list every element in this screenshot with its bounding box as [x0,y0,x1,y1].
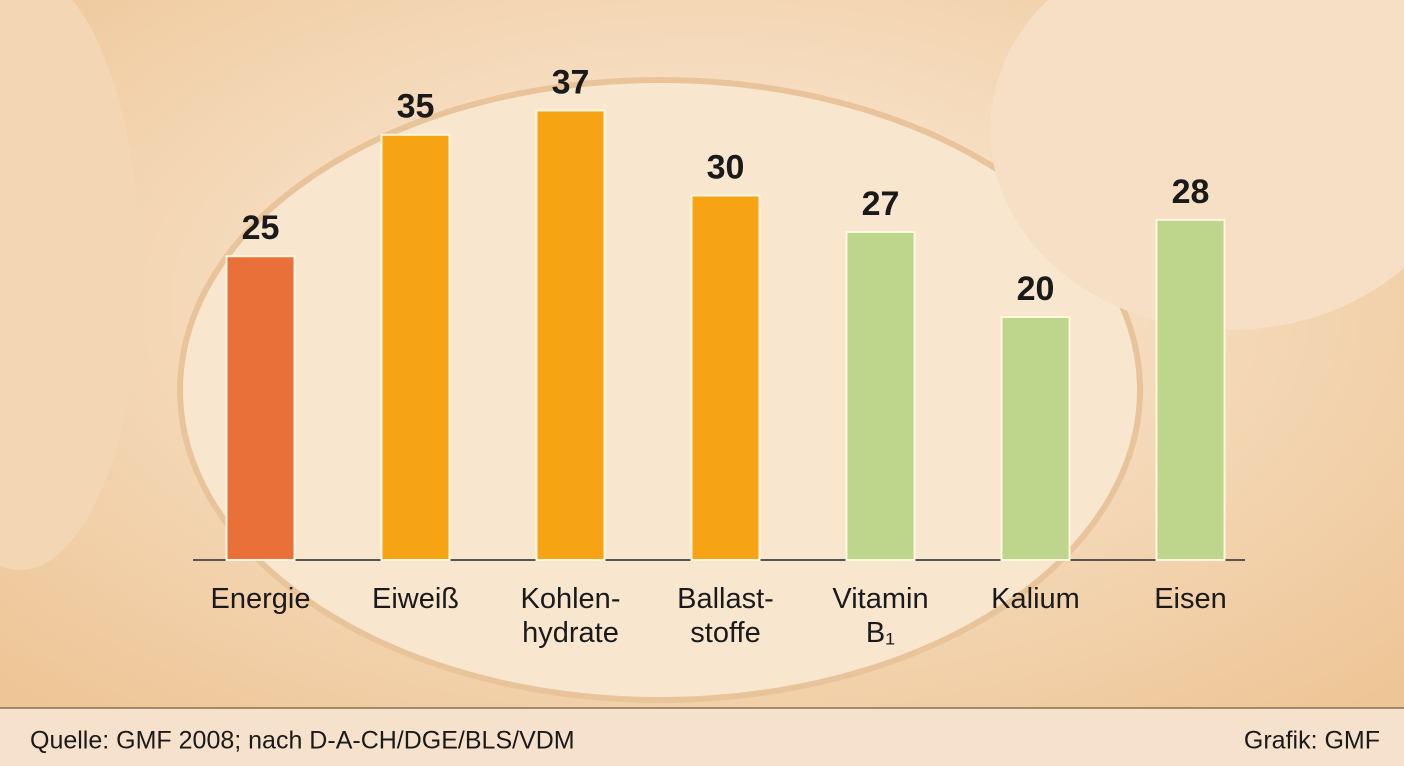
bar [227,256,295,560]
bar [847,232,915,560]
bar [1002,317,1070,560]
category-label: Kalium [991,583,1080,615]
value-label: 20 [1017,270,1055,308]
value-label: 25 [242,209,280,247]
bar [382,135,450,560]
value-label: 37 [552,63,590,101]
source: Quelle: GMF 2008; nach D-A-CH/DGE/BLS/VD… [30,727,575,755]
bar [537,110,605,560]
category-label: Eisen [1154,583,1227,615]
value-label: 27 [862,185,900,223]
category-label: Energie [211,583,311,615]
bar [1157,220,1225,560]
chart: Quelle: GMF 2008; nach D-A-CH/DGE/BLS/VD… [0,0,1404,766]
value-label: 30 [707,148,745,186]
value-label: 35 [397,88,435,126]
bar [692,196,760,561]
credit: Grafik: GMF [1244,727,1380,755]
category-label: Eiweiß [372,583,459,615]
value-label: 28 [1172,173,1210,211]
